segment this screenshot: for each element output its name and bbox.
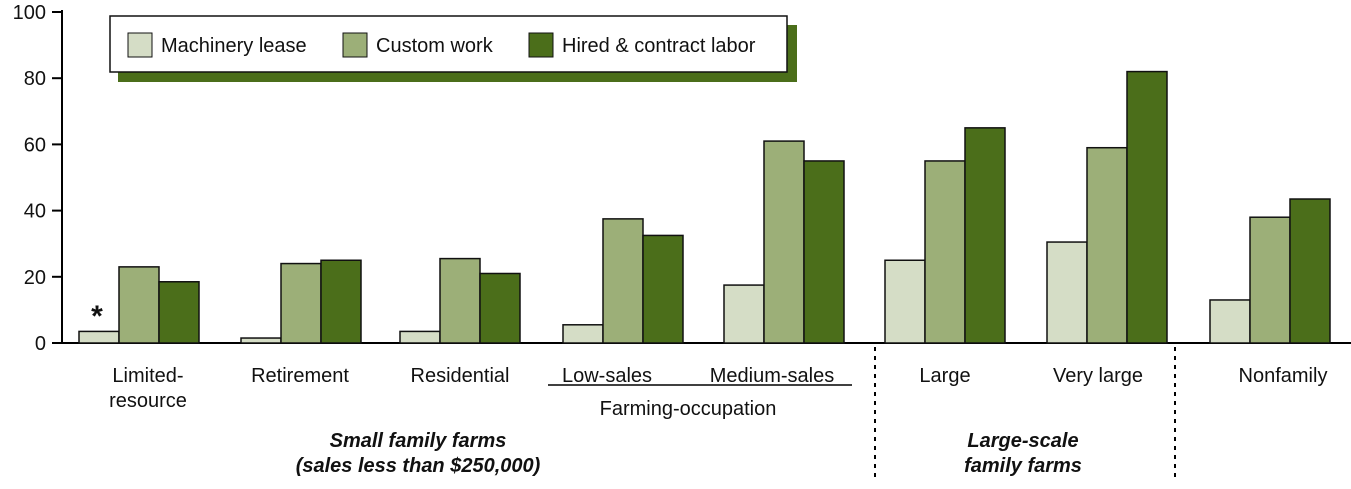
bar — [642, 234, 684, 344]
bar — [602, 218, 644, 344]
annotation: (sales less than $250,000) — [296, 455, 541, 477]
bar — [320, 259, 362, 344]
y-tick-label: 20 — [24, 267, 46, 289]
bar — [924, 160, 966, 344]
bar — [479, 272, 521, 344]
annotation: Small family farms — [330, 430, 507, 452]
legend-swatch — [342, 32, 368, 58]
annotation: * — [91, 300, 103, 333]
bar — [562, 324, 604, 344]
bar — [439, 257, 481, 344]
x-tick-label: Medium-sales — [710, 365, 834, 387]
annotation: Farming-occupation — [600, 398, 777, 420]
bar — [964, 127, 1006, 344]
bar — [1046, 241, 1088, 344]
bar — [803, 160, 845, 344]
bar — [399, 330, 441, 344]
y-tick-label: 40 — [24, 201, 46, 223]
legend — [109, 15, 788, 73]
bar — [158, 281, 200, 344]
bar — [240, 337, 282, 344]
legend-swatch — [127, 32, 153, 58]
bar — [884, 259, 926, 344]
bar — [280, 262, 322, 344]
bar — [1289, 198, 1331, 344]
bar — [1086, 146, 1128, 344]
bar — [1126, 70, 1168, 344]
annotation: family farms — [964, 455, 1082, 477]
x-tick-label: Limited-resource — [109, 365, 187, 412]
bar — [1249, 216, 1291, 344]
y-tick-label: 100 — [13, 2, 46, 24]
legend-label: Custom work — [376, 35, 494, 57]
bar — [763, 140, 805, 344]
x-tick-label: Very large — [1053, 365, 1143, 387]
x-tick-label: Residential — [411, 365, 510, 387]
annotation: Large-scale — [967, 430, 1078, 452]
x-tick-label: Nonfamily — [1239, 365, 1328, 387]
x-tick-label: Retirement — [251, 365, 349, 387]
legend-label: Hired & contract labor — [562, 35, 756, 57]
bar — [1209, 299, 1251, 344]
bar — [723, 284, 765, 344]
y-tick-label: 0 — [35, 333, 46, 355]
legend-swatch — [528, 32, 554, 58]
x-tick-label: Low-sales — [562, 365, 652, 387]
bar — [78, 330, 120, 344]
y-tick-label: 80 — [24, 68, 46, 90]
x-tick-label: Large — [919, 365, 970, 387]
bar — [118, 266, 160, 344]
legend-label: Machinery lease — [161, 35, 307, 57]
y-tick-label: 60 — [24, 134, 46, 156]
